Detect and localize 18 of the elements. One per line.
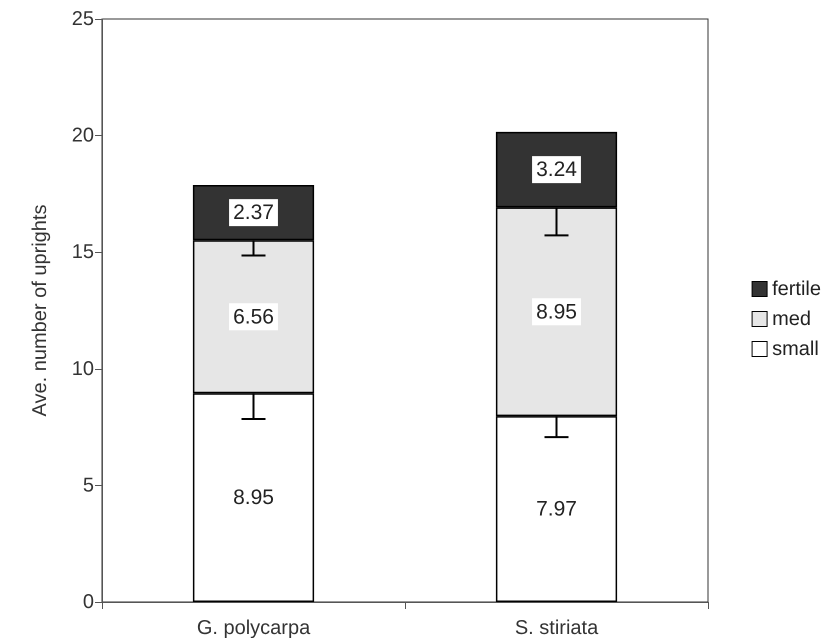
legend-label: small <box>772 338 819 360</box>
x-tick-label: S. stiriata <box>514 617 600 638</box>
y-tick-label: 25 <box>72 8 94 30</box>
legend-label: fertile <box>772 278 821 300</box>
x-tick-label: G. polycarpa <box>196 617 312 638</box>
y-axis-title: Ave. number of uprights <box>29 204 51 416</box>
y-tick-label: 10 <box>72 358 94 380</box>
data-label: 7.97 <box>536 498 577 521</box>
legend-label: med <box>772 308 811 330</box>
data-label: 3.24 <box>536 158 578 182</box>
data-label: 8.95 <box>233 486 274 510</box>
y-tick-label: 5 <box>82 474 94 496</box>
data-label: 2.37 <box>233 201 274 224</box>
y-tick-label: 20 <box>72 124 94 147</box>
y-tick-label: 15 <box>72 241 94 264</box>
y-tick-label: 0 <box>82 591 94 613</box>
data-label: 6.56 <box>233 305 274 328</box>
data-label: 8.95 <box>536 300 577 324</box>
